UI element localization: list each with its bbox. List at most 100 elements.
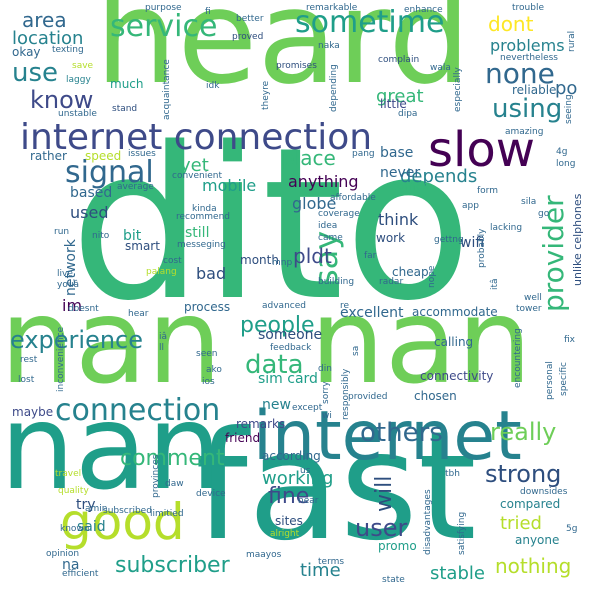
word-live: live <box>57 269 73 279</box>
word-remarks: remarks <box>236 417 286 431</box>
word-rural: rural <box>567 30 577 52</box>
word-based: based <box>70 185 113 201</box>
word-5g: 5g <box>566 524 578 534</box>
word-compared: compared <box>500 497 561 511</box>
word-maybe: maybe <box>12 405 54 419</box>
word-theyre: theyre <box>261 80 271 110</box>
word-issues: issues <box>128 149 156 159</box>
word-messeging: messeging <box>177 240 226 250</box>
word-idea: idea <box>318 221 338 231</box>
word-fine: fine <box>268 484 310 509</box>
word-nan: nan <box>0 272 222 410</box>
word-problems: problems <box>490 36 565 55</box>
word-dito: dito <box>70 102 473 347</box>
word-tried: tried <box>500 513 542 534</box>
word-new: new <box>262 397 291 413</box>
word-pldt: pldt <box>293 244 332 268</box>
word-service: service <box>110 9 218 44</box>
word-none: none <box>485 57 555 90</box>
word-slow: slow <box>428 122 535 178</box>
word-signal: signal <box>65 155 154 190</box>
word-place: place <box>282 146 336 170</box>
word-provinces: provinces <box>151 454 161 498</box>
word-location: location <box>12 28 84 49</box>
word-downsides: downsides <box>520 487 568 497</box>
word-kinda: kinda <box>192 204 217 214</box>
word-seen: seen <box>196 349 218 359</box>
word-month: month <box>240 253 279 267</box>
word-friend: friend <box>225 431 261 445</box>
word-stable: stable <box>430 563 485 584</box>
word-promo: promo <box>378 539 417 553</box>
word-us: us <box>300 466 311 476</box>
word-you: youâ <box>57 280 80 290</box>
word-internet-connection: internet connection <box>20 117 373 158</box>
word-data: data <box>245 350 304 380</box>
word-chosen: chosen <box>414 389 457 403</box>
word-dont: dont <box>488 12 534 36</box>
word-fi: fi <box>205 7 211 17</box>
word-ios: ios <box>202 377 215 387</box>
word-inconvenience: inconvenience <box>56 326 66 392</box>
word-limitied: limitied <box>150 509 184 519</box>
word-terms: terms <box>318 557 345 567</box>
word-purpose: purpose <box>145 3 182 13</box>
word-nope: nope <box>427 265 437 288</box>
word-affordable: affordable <box>330 193 376 203</box>
word-acquaintance: acquaintance <box>162 59 172 120</box>
word-much: much <box>110 77 144 91</box>
word-accommodate: accommodate <box>412 305 498 319</box>
word-specific: specific <box>559 361 569 396</box>
word-na: na <box>62 557 80 573</box>
word-comment: comment <box>120 446 225 471</box>
word-ia: iâ <box>159 332 168 342</box>
word-never: never <box>380 165 421 181</box>
word-app: app <box>462 201 479 211</box>
word-sites: sites <box>275 514 303 528</box>
word-depends: depends <box>400 166 478 187</box>
word-said: said <box>77 519 106 535</box>
word-go: go <box>538 209 550 219</box>
word-advanced: advanced <box>262 301 306 311</box>
word-wi: wi <box>322 411 332 421</box>
word-laggy: laggy <box>66 75 91 85</box>
word-will: will <box>372 475 397 512</box>
word-time: time <box>300 560 341 581</box>
word-depending: depending <box>329 64 339 112</box>
word-po: po <box>555 78 578 99</box>
word-encountering: encountering <box>513 328 523 388</box>
word-gettng: gettng <box>434 235 464 245</box>
word-excellent: excellent <box>340 305 404 321</box>
word-re: re <box>340 301 350 311</box>
word-sim-card: sim card <box>258 371 318 387</box>
word-tower: tower <box>516 304 542 314</box>
word-yet: yet <box>180 155 209 176</box>
word-tbh: tbh <box>445 469 460 479</box>
word-mobile: mobile <box>202 176 257 195</box>
word-daw: daw <box>165 479 184 489</box>
word-amin: amin <box>85 504 108 514</box>
word-strong: strong <box>485 460 562 488</box>
word-hear: hear <box>128 309 149 319</box>
word-user: user <box>355 514 408 542</box>
word-dipa: dipa <box>398 109 418 119</box>
word-better: better <box>236 14 264 24</box>
word-good: good <box>60 493 185 551</box>
word-personal: personal <box>545 361 555 400</box>
word-state: state <box>382 575 405 585</box>
word-lost: lost <box>18 375 35 385</box>
word-connection: connection <box>55 393 221 428</box>
word-lacking: lacking <box>490 223 523 233</box>
word-sila: sila <box>521 197 537 207</box>
word-came: came <box>318 233 343 243</box>
word-smart: smart <box>125 239 160 253</box>
word-still: still <box>185 225 210 241</box>
word-save: save <box>72 61 94 71</box>
word-convenient: convenient <box>172 171 222 181</box>
word-use: use <box>12 58 59 88</box>
word-unlike-celphones: unlike celphones <box>571 193 584 286</box>
word-building: building <box>318 277 355 287</box>
word-unstable: unstable <box>58 109 97 119</box>
word-feedback: feedback <box>270 343 312 353</box>
word-quality: quality <box>58 486 89 496</box>
